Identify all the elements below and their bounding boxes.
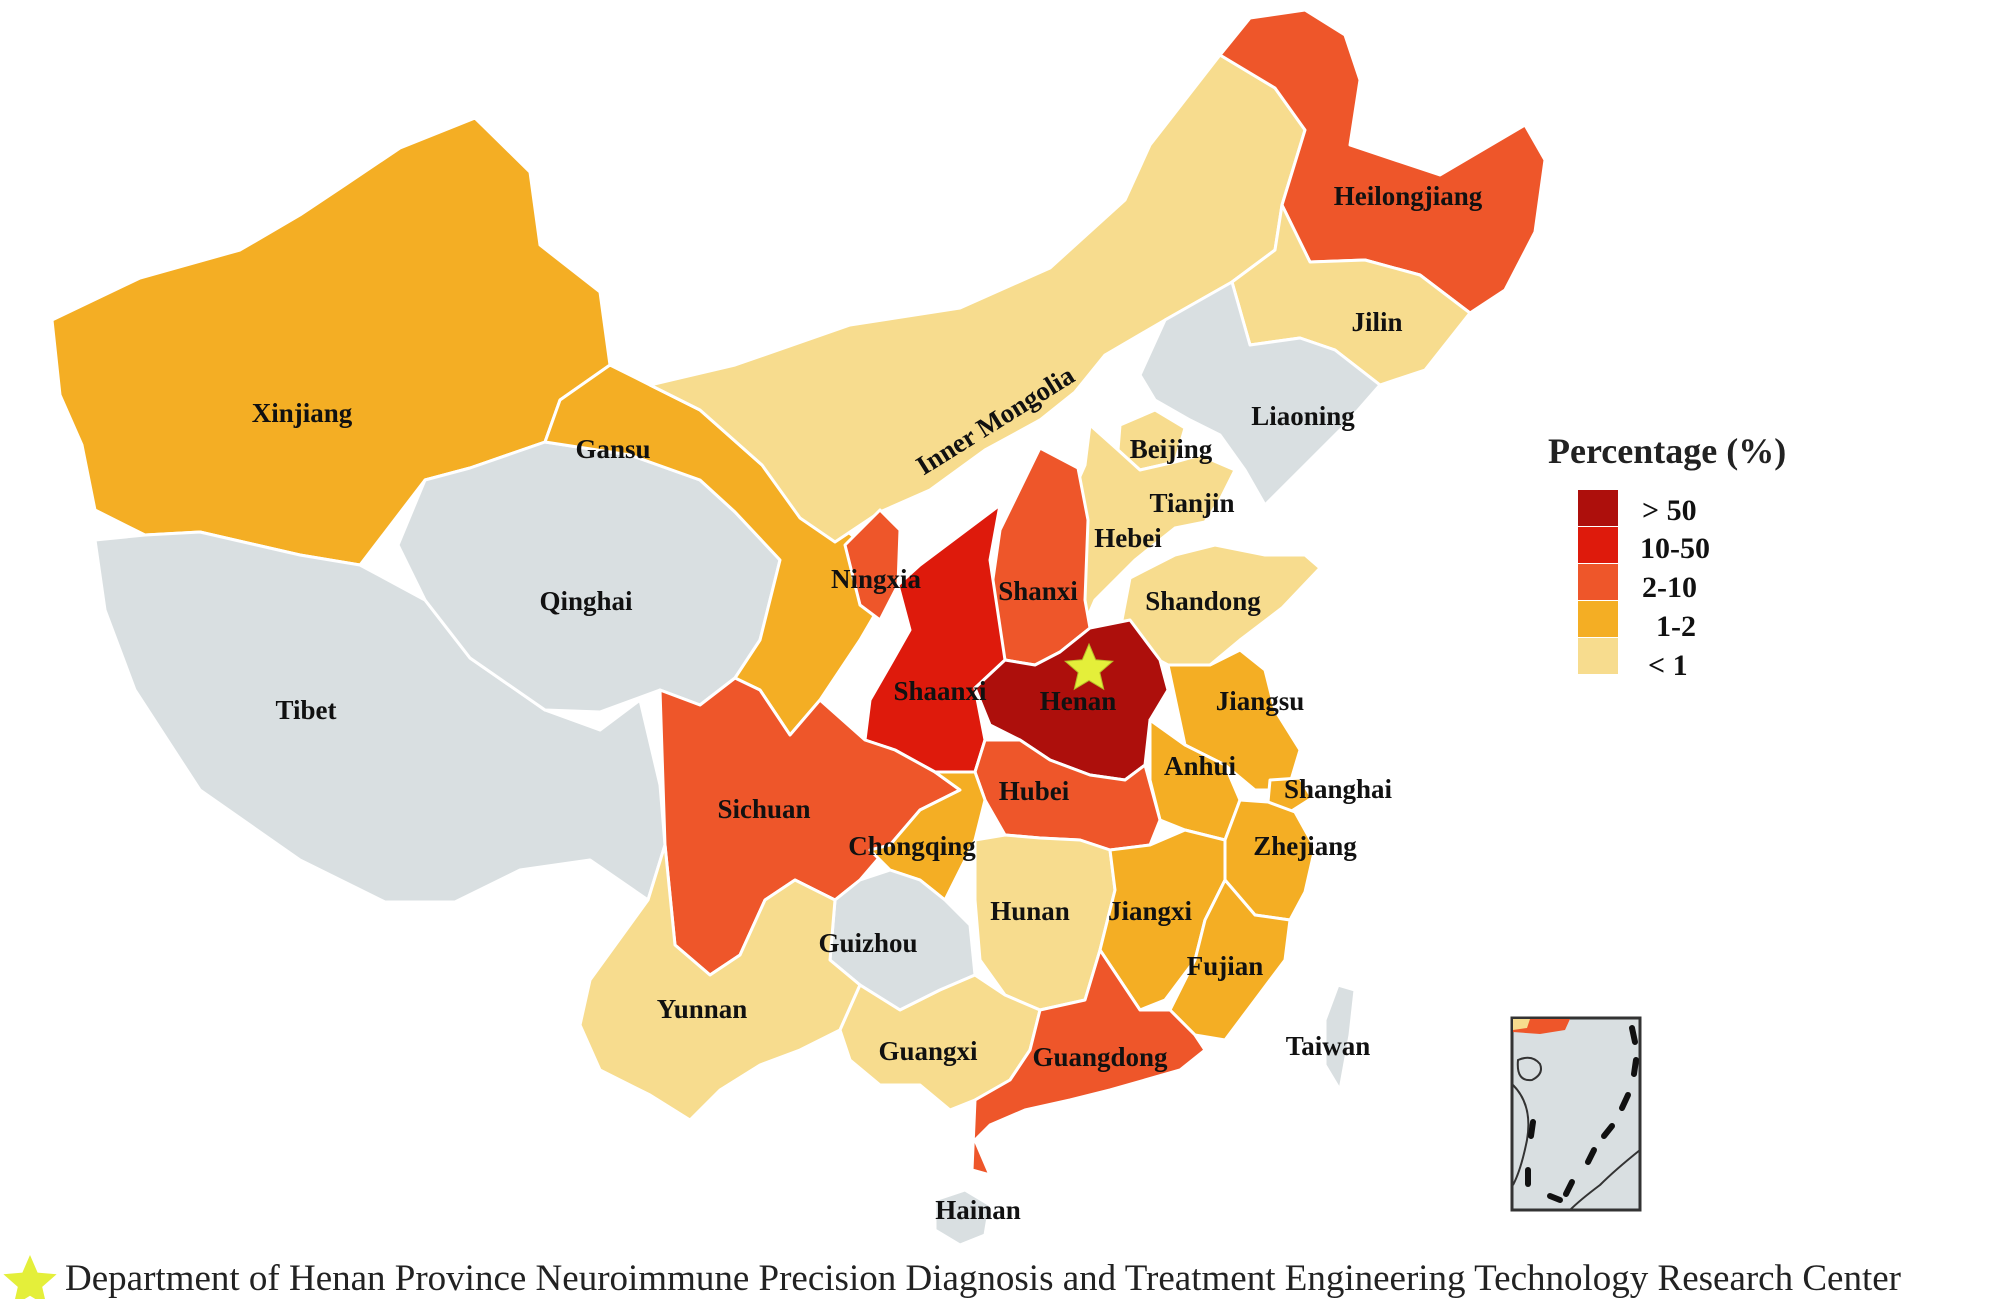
label-guangxi: Guangxi: [878, 1036, 978, 1066]
label-guizhou: Guizhou: [818, 928, 917, 958]
caption-star-icon: [3, 1255, 57, 1304]
nine-dash-line: [1525, 1025, 1639, 1203]
label-hainan: Hainan: [935, 1195, 1021, 1225]
legend-label-10-50: 10-50: [1640, 532, 1710, 565]
label-henan: Henan: [1040, 686, 1117, 716]
legend-swatch-1-2: [1578, 601, 1618, 637]
inset-island-outline: [1516, 1056, 1542, 1082]
label-tianjin: Tianjin: [1149, 488, 1234, 518]
label-ningxia: Ningxia: [831, 564, 922, 594]
legend-title: Percentage (%): [1548, 431, 1786, 471]
label-heilongjiang: Heilongjiang: [1334, 181, 1483, 211]
legend-swatch-gt50: [1578, 490, 1618, 526]
label-jilin: Jilin: [1351, 307, 1402, 337]
label-beijing: Beijing: [1130, 434, 1213, 464]
label-shanghai: Shanghai: [1284, 774, 1393, 804]
legend-label-gt50: > 50: [1642, 494, 1697, 527]
label-xinjiang: Xinjiang: [252, 398, 353, 428]
label-tibet: Tibet: [275, 695, 336, 725]
province-guangdong: [970, 948, 1207, 1177]
label-taiwan: Taiwan: [1286, 1031, 1371, 1061]
province-liaoning: [1138, 280, 1382, 507]
label-hubei: Hubei: [999, 776, 1070, 806]
province-tibet: [93, 530, 667, 904]
label-shaanxi: Shaanxi: [893, 676, 987, 706]
legend-swatch-10-50: [1578, 527, 1618, 563]
label-hunan: Hunan: [990, 896, 1070, 926]
legend-label-1-2: 1-2: [1656, 610, 1696, 643]
label-hebei: Hebei: [1094, 523, 1162, 553]
label-gansu: Gansu: [575, 434, 650, 464]
inset-mainland-light: [1513, 1019, 1530, 1030]
legend: Percentage (%) > 50 10-50 2-10 1-2 < 1: [1548, 431, 1786, 682]
label-shanxi: Shanxi: [998, 576, 1078, 606]
legend-label-2-10: 2-10: [1642, 571, 1697, 604]
label-anhui: Anhui: [1164, 751, 1237, 781]
label-shandong: Shandong: [1145, 586, 1261, 616]
provinces-layer: [50, 8, 1547, 1247]
inset-coast-right: [1569, 1149, 1641, 1211]
label-liaoning: Liaoning: [1251, 401, 1355, 431]
legend-swatch-lt1: [1578, 638, 1618, 674]
label-jiangsu: Jiangsu: [1216, 686, 1305, 716]
caption: Department of Henan Province Neuroimmune…: [3, 1255, 1901, 1304]
province-shanxi: [988, 446, 1092, 667]
label-chongqing: Chongqing: [848, 831, 976, 861]
star-icon: [1063, 642, 1115, 691]
inset-coast-left: [1512, 1084, 1530, 1186]
label-yunnan: Yunnan: [657, 994, 748, 1024]
legend-label-lt1: < 1: [1648, 649, 1688, 682]
label-qinghai: Qinghai: [539, 586, 633, 616]
label-jiangxi: Jiangxi: [1108, 896, 1193, 926]
label-zhejiang: Zhejiang: [1253, 831, 1357, 861]
legend-swatch-2-10: [1578, 564, 1618, 600]
caption-text: Department of Henan Province Neuroimmune…: [65, 1258, 1901, 1299]
label-sichuan: Sichuan: [717, 794, 810, 824]
label-fujian: Fujian: [1187, 951, 1264, 981]
south-china-sea-inset: [1510, 1016, 1642, 1212]
province-henan: [973, 618, 1170, 782]
inset-frame: [1510, 1016, 1642, 1212]
label-guangdong: Guangdong: [1032, 1042, 1168, 1072]
province-hainan: [933, 1188, 992, 1247]
province-taiwan: [1323, 983, 1357, 1092]
province-shanghai: [1266, 776, 1314, 814]
province-fujian: [1168, 878, 1292, 1042]
